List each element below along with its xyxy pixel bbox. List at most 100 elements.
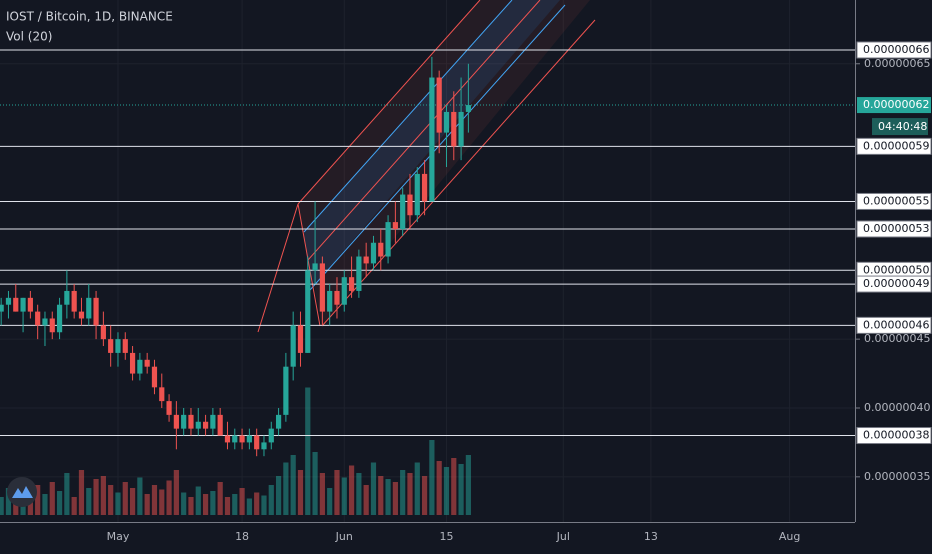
x-tick-label: 13 <box>644 530 658 543</box>
candle-body <box>378 242 384 257</box>
candle-body <box>86 297 92 319</box>
volume-bar <box>378 476 384 515</box>
candle-body <box>122 339 128 353</box>
candle-body <box>188 414 194 429</box>
volume-bar <box>385 479 391 515</box>
candle-body <box>436 77 442 133</box>
level-label: 0.00000038 <box>863 429 929 442</box>
volume-bar <box>400 470 406 515</box>
candle-body <box>297 325 304 353</box>
candle-body <box>173 414 179 429</box>
candle-body <box>305 270 311 353</box>
y-tick-label: 0.00000045 <box>864 332 930 345</box>
candle-body <box>429 77 435 202</box>
candle-body <box>341 277 347 305</box>
countdown-box <box>872 118 928 136</box>
volume-bar <box>414 462 420 515</box>
candle-body <box>392 222 398 229</box>
candle-body <box>35 311 41 326</box>
channel-mid <box>307 0 541 261</box>
volume-bar <box>166 480 172 515</box>
volume-bar <box>137 477 143 515</box>
volume-bar <box>261 495 267 515</box>
candle-body <box>443 111 450 133</box>
candle-body <box>414 173 420 216</box>
candle-body <box>129 352 136 374</box>
volume-bar <box>436 461 442 515</box>
volume-bar <box>290 455 296 515</box>
volume-bar <box>151 485 158 515</box>
candle-body <box>370 242 377 264</box>
volume-bar <box>319 473 325 515</box>
level-label-box <box>856 137 932 155</box>
time-axis-bg <box>0 522 932 550</box>
volume-bar <box>392 482 398 515</box>
candle-body <box>202 421 209 429</box>
level-label: 0.00000053 <box>863 222 929 235</box>
volume-bar <box>210 491 216 515</box>
volume-bar <box>465 455 471 515</box>
volume-bar <box>35 485 41 515</box>
volume-bar <box>341 477 347 515</box>
x-tick-label: May <box>107 530 130 543</box>
volume-bar <box>42 494 48 515</box>
level-label-box <box>856 275 932 293</box>
candle-body <box>385 222 391 257</box>
candle-body <box>334 290 340 305</box>
indicator-label: Vol (20) <box>6 30 52 44</box>
volume-bar <box>13 500 19 515</box>
x-tick-label: Jul <box>556 530 570 543</box>
axes: May 18 Jun 15 Jul 13 Aug0.000000650.000000450.… <box>107 41 932 543</box>
candle-body <box>407 194 413 216</box>
volume-bar <box>348 465 355 515</box>
volume-bar <box>407 473 413 515</box>
volume-bar <box>232 494 238 515</box>
level-label: 0.00000059 <box>863 139 929 152</box>
y-tick-label: 0.00000035 <box>864 470 930 483</box>
candle-body <box>421 173 428 202</box>
level-label: 0.00000046 <box>863 318 929 331</box>
volume-bar <box>458 464 464 515</box>
pitch-lines <box>257 203 321 333</box>
candle-body <box>144 359 150 367</box>
volume-bar <box>181 492 187 515</box>
candle-body <box>115 339 121 353</box>
candle-body <box>232 435 238 443</box>
candle-body <box>49 318 55 333</box>
candle-body <box>312 263 318 271</box>
volume-bar <box>115 492 121 515</box>
volume-bar <box>283 462 289 515</box>
candle-body <box>254 435 260 450</box>
volume-bar <box>421 476 428 515</box>
candle-body <box>224 435 231 443</box>
level-label-box <box>856 220 932 238</box>
logo-circle <box>7 477 37 507</box>
candle-body <box>42 318 48 326</box>
candle-body <box>93 297 99 326</box>
volume-bar <box>93 479 99 515</box>
candle-body <box>166 401 172 415</box>
candle-body <box>137 359 143 374</box>
candle-body <box>319 263 325 312</box>
candle-body <box>275 414 282 429</box>
candle-body <box>327 290 333 312</box>
candle-body <box>246 435 252 443</box>
volume-bar <box>129 488 136 515</box>
volume-bar <box>334 470 340 515</box>
candle-body <box>78 311 85 319</box>
candle-body <box>217 414 223 436</box>
channel-upper <box>297 0 481 205</box>
volume-bar <box>429 440 435 515</box>
volume-bar <box>5 488 12 515</box>
candle-body <box>56 304 63 333</box>
volume-bar <box>356 473 362 515</box>
volume-bar <box>56 491 63 515</box>
volume-bar <box>224 497 231 515</box>
x-tick-label: 18 <box>235 530 249 543</box>
candle-body <box>268 428 274 443</box>
candle-body <box>64 290 70 305</box>
logo-mark <box>12 486 33 498</box>
level-label: 0.00000050 <box>863 263 929 276</box>
volume-bar <box>64 473 70 515</box>
grid <box>0 0 855 522</box>
